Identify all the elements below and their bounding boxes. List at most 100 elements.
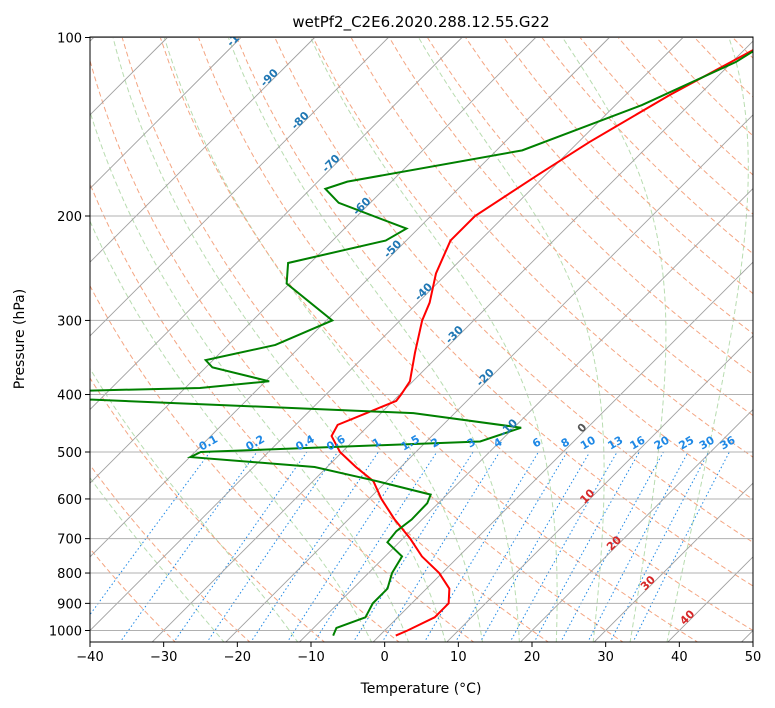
- dry-adiabat-line: [503, 37, 753, 295]
- mixing-ratio-label: 30: [697, 433, 717, 452]
- x-tick-label: 10: [450, 650, 467, 665]
- isotherm-line: [90, 37, 389, 337]
- moist-adiabat-line: [112, 37, 447, 642]
- moist-adiabat-line: [163, 37, 483, 642]
- isotherm-line: [151, 40, 753, 642]
- x-tick-label: 30: [597, 650, 614, 665]
- dry-adiabat-line: [427, 37, 753, 375]
- y-tick-label: 800: [57, 567, 82, 582]
- mixing-ratio-line: [560, 451, 664, 642]
- dry-adiabat-line: [694, 37, 753, 98]
- mixing-ratio-label: 1: [370, 435, 383, 450]
- mixing-ratio-line: [533, 451, 640, 642]
- mixing-ratio-line: [423, 451, 539, 642]
- y-axis-label: Pressure (hPa): [12, 289, 28, 389]
- isotherm-label: -10: [497, 416, 520, 439]
- dry-adiabat-line: [121, 37, 624, 642]
- mixing-ratio-line: [632, 451, 730, 642]
- isotherm-label: -80: [289, 109, 312, 132]
- isotherm-label: 20: [604, 533, 624, 553]
- y-tick-label: 1000: [49, 625, 82, 640]
- mixing-ratio-label: 3: [465, 435, 478, 450]
- x-tick-label: −10: [297, 650, 324, 665]
- mixing-ratio-line: [206, 451, 339, 642]
- y-tick-label: 100: [57, 32, 82, 47]
- mixing-ratio-label: 1.5: [399, 432, 422, 453]
- x-tick-label: 50: [745, 650, 762, 665]
- mixing-ratio-label: 0.1: [197, 432, 220, 453]
- mixing-ratio-line: [509, 451, 618, 642]
- dry-adiabat-line: [465, 37, 753, 335]
- moist-adiabat-line: [227, 37, 520, 642]
- temperature-profile: [330, 49, 753, 637]
- mixing-ratio-line: [313, 451, 438, 642]
- isotherm-line: [372, 261, 753, 642]
- isotherm-line: [593, 482, 753, 642]
- dewpoint-profile: [90, 50, 753, 636]
- mixing-ratio-label: 13: [605, 434, 625, 453]
- dry-adiabat-line: [274, 37, 753, 543]
- chart-title: wetPf2_C2E6.2020.288.12.55.G22: [292, 13, 549, 32]
- x-tick-label: −30: [150, 650, 177, 665]
- dry-adiabat-line: [656, 37, 753, 137]
- moist-adiabat-line: [562, 37, 667, 642]
- isotherm-label: 10: [577, 486, 597, 506]
- moist-adiabat-line: [666, 37, 749, 642]
- plot-frame: [89, 36, 754, 643]
- mixing-ratio-line: [587, 451, 689, 642]
- isotherm-line: [90, 37, 463, 411]
- dry-adiabat-line: [90, 464, 251, 642]
- x-tick-label: 20: [524, 650, 541, 665]
- dry-adiabat-line: [617, 37, 753, 176]
- plot-clip-group: 0.1 0.2 0.4 0.6 1 1.5 2 3 4 6 8 10 13 16 20 25 30 36-100-…: [90, 20, 775, 644]
- moist-adiabat-line: [90, 476, 225, 642]
- x-axis-label: Temperature (°C): [360, 681, 482, 697]
- isotherm-label: -90: [258, 66, 281, 89]
- mixing-ratio-line: [90, 451, 211, 616]
- isotherm-line: [90, 37, 684, 632]
- mixing-ratio-label: 20: [652, 433, 672, 452]
- moist-adiabat-line: [90, 367, 299, 642]
- dry-adiabat-line: [771, 38, 775, 644]
- dry-adiabat-line: [90, 284, 400, 642]
- dry-adiabat-line: [90, 182, 475, 642]
- isotherm-line: [446, 335, 753, 642]
- x-tick-label: −40: [76, 650, 103, 665]
- x-tick-label: 0: [381, 650, 389, 665]
- dry-adiabat-line: [388, 37, 753, 417]
- dry-adiabat-line: [90, 58, 550, 642]
- y-tick-label: 300: [57, 314, 82, 329]
- moist-adiabat-line: [90, 110, 410, 642]
- isotherm-line: [225, 114, 753, 642]
- x-tick-label: 40: [671, 650, 688, 665]
- mixing-ratio-line: [286, 451, 413, 642]
- mixing-ratio-line: [119, 451, 258, 642]
- moist-adiabat-line: [310, 37, 558, 642]
- isotherm-line: [667, 556, 753, 642]
- mixing-ratio-label: 8: [559, 435, 572, 450]
- mixing-ratio-line: [173, 451, 308, 642]
- mixing-ratio-line: [381, 451, 501, 642]
- dry-adiabat-line: [236, 37, 753, 587]
- y-tick-label: 600: [57, 493, 82, 508]
- isotherm-line: [519, 408, 753, 642]
- plot-area: 0.1 0.2 0.4 0.6 1 1.5 2 3 4 6 8 10 13 16 20 25 30 36-100-…: [49, 20, 775, 666]
- mixing-ratio-line: [250, 451, 379, 642]
- dry-adiabat-line: [350, 37, 753, 458]
- y-tick-label: 400: [57, 389, 82, 404]
- mixing-ratio-label: 25: [677, 434, 697, 453]
- dry-adiabat-line: [90, 547, 176, 642]
- y-tick-label: 500: [57, 446, 82, 461]
- isotherm-label: -100: [224, 20, 253, 49]
- dry-adiabat-line: [159, 37, 699, 642]
- mixing-ratio-label: 0.4: [293, 432, 317, 453]
- y-tick-label: 900: [57, 597, 82, 612]
- isotherm-line: [90, 37, 315, 263]
- x-tick-label: −20: [224, 650, 251, 665]
- mixing-ratio-label: 16: [628, 433, 648, 452]
- isotherm-line: [740, 629, 753, 642]
- y-tick-label: 700: [57, 533, 82, 548]
- mixing-ratio-label: 36: [718, 433, 738, 452]
- isotherm-label: -20: [474, 366, 497, 389]
